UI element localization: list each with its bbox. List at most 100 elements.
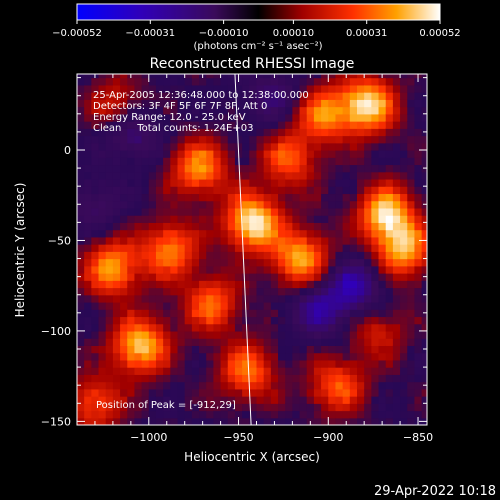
heatmap-cell [242,157,250,166]
heatmap-cell [206,309,215,318]
heatmap-cell [335,352,344,361]
heatmap-cell [328,374,337,383]
heatmap-cell [378,273,387,281]
heatmap-cell [270,301,279,310]
heatmap-cell [256,149,265,158]
heatmap-cell [285,84,293,93]
heatmap-cell [249,128,258,137]
heatmap-cell [385,142,394,151]
heatmap-cell [206,280,215,289]
heatmap-cell [220,410,229,419]
heatmap-cell [285,99,293,108]
heatmap-cell [91,106,100,115]
heatmap-cell [191,330,200,339]
heatmap-cell [385,265,394,274]
heatmap-cell [292,207,301,216]
heatmap-cell [349,338,358,346]
heatmap-cell [206,84,215,93]
heatmap-cell [349,121,358,129]
heatmap-cell [127,178,136,187]
heatmap-cell [163,396,171,404]
heatmap-cell [242,135,250,144]
heatmap-cell [278,403,286,412]
heatmap-cell [134,84,143,93]
heatmap-cell [213,135,222,144]
heatmap-cell [155,121,164,129]
heatmap-cell [256,164,265,173]
heatmap-cell [278,92,286,100]
heatmap-cell [349,251,358,260]
heatmap-cell [414,178,423,187]
heatmap-cell [392,381,401,390]
heatmap-cell [357,186,365,195]
heatmap-cell [306,193,315,202]
heatmap-cell [213,403,222,412]
heatmap-cell [306,84,315,93]
heatmap-cell [385,200,394,209]
heatmap-cell [91,316,100,325]
heatmap-cell [357,301,365,310]
heatmap-cell [349,417,358,425]
heatmap-cell [400,301,408,310]
heatmap-cell [227,229,236,238]
heatmap-cell [177,410,186,419]
heatmap-cell [292,106,301,115]
heatmap-cell [414,367,423,375]
heatmap-cell [278,207,286,216]
heatmap-cell [84,374,92,383]
heatmap-cell [392,222,401,231]
heatmap-cell [378,128,387,137]
heatmap-cell [98,142,107,151]
heatmap-cell [400,345,408,354]
heatmap-cell [191,273,200,281]
heatmap-cell [364,149,372,158]
heatmap-cell [77,359,85,368]
heatmap-cell [306,381,315,390]
heatmap-cell [364,273,372,281]
heatmap-cell [392,171,401,180]
heatmap-cell [342,77,351,86]
heatmap-cell [177,121,186,129]
heatmap-cell [285,345,293,354]
heatmap-cell [385,244,394,252]
heatmap-cell [134,258,143,267]
heatmap-cell [84,121,92,129]
heatmap-cell [328,273,337,281]
heatmap-cell [177,149,186,158]
heatmap-cell [270,215,279,223]
heatmap-cell [292,113,301,122]
heatmap-cell [120,164,128,173]
heatmap-cell [263,301,272,310]
heatmap-cell [77,338,85,346]
heatmap-cell [191,193,200,202]
heatmap-cell [342,99,351,108]
heatmap-cell [112,359,121,368]
heatmap-cell [112,193,121,202]
heatmap-cell [98,193,107,202]
heatmap-cell [371,410,380,419]
heatmap-cell [400,367,408,375]
heatmap-cell [378,338,387,346]
heatmap-cell [220,359,229,368]
heatmap-cell [84,258,92,267]
heatmap-cell [414,316,423,325]
heatmap-cell [227,345,236,354]
heatmap-cell [170,251,179,260]
heatmap-cell [263,287,272,296]
heatmap-cell [177,273,186,281]
heatmap-cell [98,244,107,252]
heatmap-cell [414,374,423,383]
heatmap-cell [400,229,408,238]
heatmap-cell [378,149,387,158]
heatmap-cell [263,149,272,158]
heatmap-cell [421,207,427,216]
heatmap-cell [213,99,222,108]
heatmap-cell [77,135,85,144]
heatmap-cell [371,157,380,166]
heatmap-cell [163,287,171,296]
heatmap-cell [385,193,394,202]
heatmap-cell [342,215,351,223]
heatmap-cell [112,74,121,79]
heatmap-cell [141,157,150,166]
heatmap-cell [328,222,337,231]
